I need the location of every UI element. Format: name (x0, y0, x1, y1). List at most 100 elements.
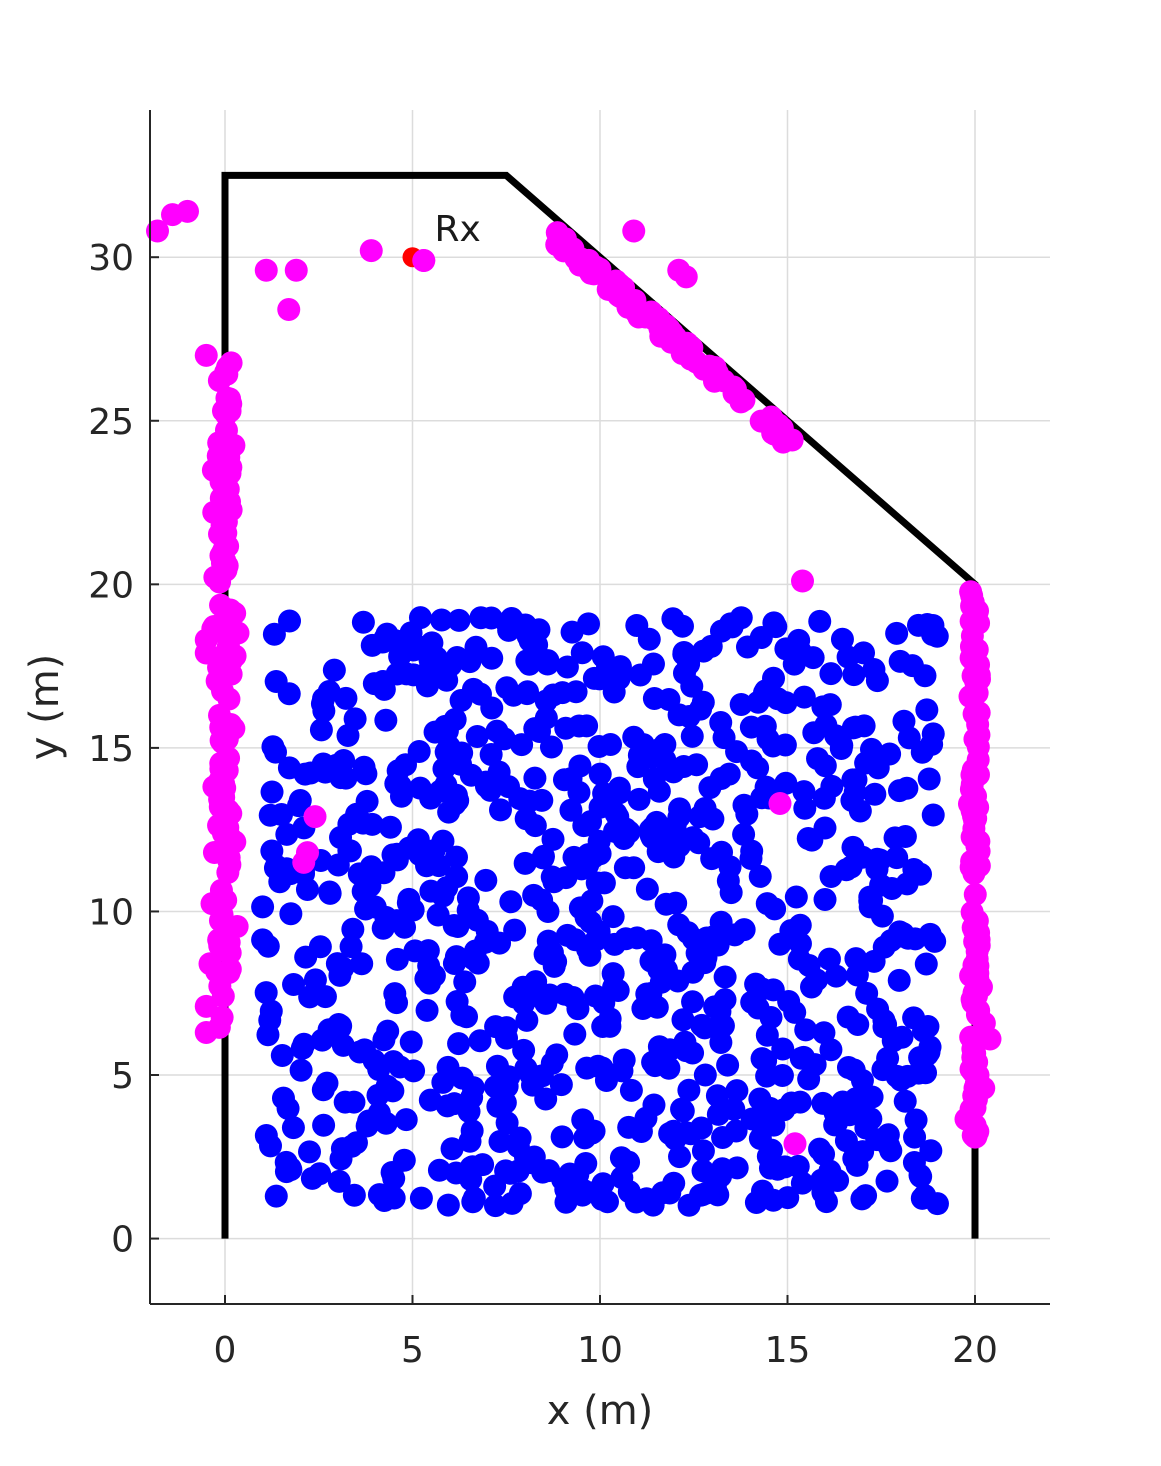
blue-point (417, 954, 441, 978)
blue-point (732, 793, 756, 817)
magenta-point (599, 278, 623, 302)
blue-point (685, 941, 709, 965)
blue-point (794, 1018, 818, 1042)
blue-point (776, 1186, 800, 1210)
blue-point (554, 866, 578, 890)
blue-point (863, 782, 887, 806)
blue-point (375, 623, 399, 647)
blue-point (468, 1029, 492, 1053)
blue-point (796, 826, 820, 850)
blue-point (779, 1091, 803, 1115)
blue-point (500, 607, 524, 631)
blue-point (299, 761, 323, 785)
magenta-point (703, 360, 727, 384)
blue-point (897, 726, 921, 750)
blue-point (591, 1015, 615, 1039)
blue-point (604, 801, 628, 825)
blue-point (842, 663, 866, 687)
blue-point (710, 1157, 734, 1181)
blue-point (385, 848, 409, 872)
blue-point (333, 1090, 357, 1114)
blue-point (917, 767, 941, 791)
blue-point (459, 1167, 483, 1191)
blue-point (536, 649, 560, 673)
blue-point (717, 762, 741, 786)
blue-point (432, 757, 456, 781)
magenta-point (659, 330, 683, 354)
magenta-point (146, 219, 169, 243)
blue-point (358, 874, 382, 898)
blue-point (732, 918, 756, 942)
blue-point (389, 784, 413, 808)
magenta-point (211, 984, 235, 1008)
blue-point (823, 1113, 847, 1137)
blue-point (843, 780, 867, 804)
x-tick-label: 20 (952, 1330, 998, 1371)
blue-point (294, 945, 318, 969)
blue-point (645, 810, 669, 834)
blue-point (749, 625, 773, 649)
blue-point (635, 877, 659, 901)
blue-point (777, 990, 801, 1014)
blue-point (703, 1176, 727, 1200)
blue-point (752, 681, 776, 705)
blue-point (494, 1159, 518, 1183)
blue-point (344, 1131, 368, 1155)
blue-point (587, 829, 611, 853)
blue-point (848, 799, 872, 823)
blue-point (539, 735, 563, 759)
blue-point (811, 695, 835, 719)
blue-point (782, 652, 806, 676)
blue-point (689, 697, 713, 721)
blue-point (519, 1151, 543, 1175)
magenta-point (564, 246, 588, 270)
blue-point (725, 1079, 749, 1103)
blue-point (670, 614, 694, 638)
y-tick-label: 15 (88, 729, 134, 770)
blue-point (392, 1148, 416, 1172)
blue-point (372, 677, 396, 701)
blue-point (643, 1054, 667, 1078)
blue-point (474, 868, 498, 892)
blue-point (858, 885, 882, 909)
blue-point (744, 1191, 768, 1215)
blue-point (367, 1183, 391, 1207)
blue-point (419, 879, 443, 903)
blue-point (755, 1023, 779, 1047)
blue-point (866, 997, 890, 1021)
blue-point (440, 1137, 464, 1161)
magenta-point (961, 590, 985, 614)
blue-point (329, 1147, 353, 1171)
blue-point (729, 693, 753, 717)
blue-point (797, 1067, 821, 1091)
blue-point (408, 776, 432, 800)
blue-point (801, 646, 825, 670)
blue-point (808, 609, 832, 633)
blue-point (315, 1071, 339, 1095)
blue-point (519, 1062, 543, 1086)
blue-point (824, 964, 848, 988)
blue-point (592, 781, 616, 805)
blue-point (563, 1022, 587, 1046)
magenta-point (783, 1132, 807, 1156)
y-tick-label: 30 (88, 238, 134, 279)
magenta-point (217, 848, 241, 872)
blue-point (310, 1028, 334, 1052)
blue-point (270, 1043, 294, 1067)
magenta-point (214, 360, 238, 384)
blue-point (427, 854, 451, 878)
blue-point (632, 733, 656, 757)
blue-point (625, 613, 649, 637)
blue-point (495, 1026, 519, 1050)
blue-point (610, 1166, 634, 1190)
x-axis-label: x (m) (547, 1388, 654, 1434)
blue-point (676, 921, 700, 945)
blue-point (278, 609, 302, 633)
blue-point (599, 732, 623, 756)
blue-point (336, 724, 360, 748)
blue-point (442, 951, 466, 975)
blue-point (681, 990, 705, 1014)
blue-point (755, 1064, 779, 1088)
magenta-point (412, 248, 436, 272)
blue-point (260, 780, 284, 804)
